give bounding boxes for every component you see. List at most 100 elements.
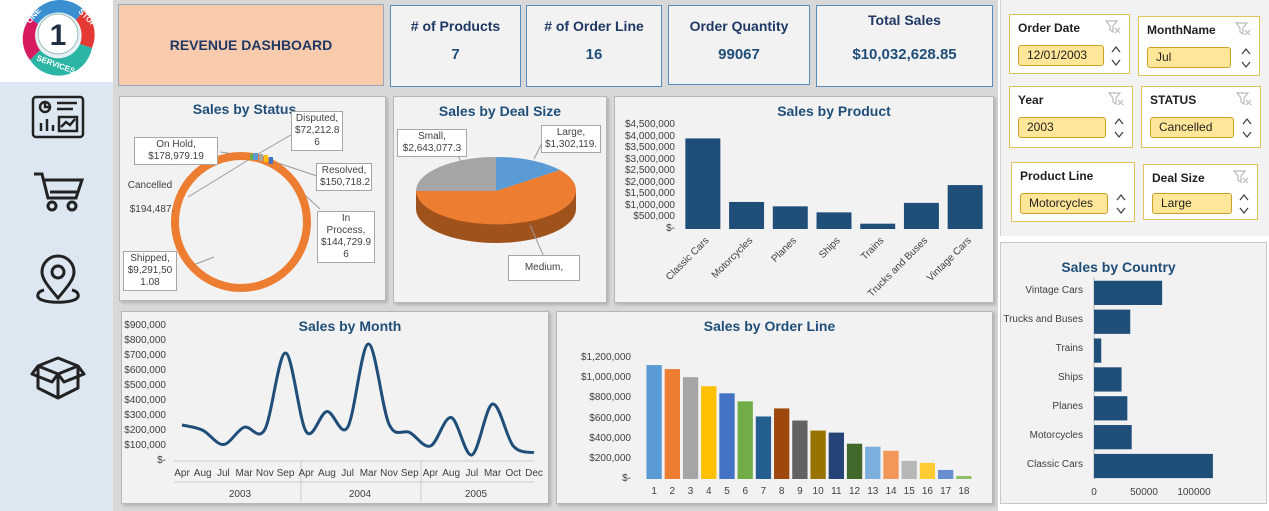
orderline-x-label: 11: [831, 486, 842, 497]
country-bar: [1094, 338, 1102, 363]
clear-filter-icon[interactable]: [1236, 92, 1252, 106]
month-y-tick: $600,000: [124, 365, 166, 376]
slicer-month-name[interactable]: MonthName Jul: [1138, 16, 1260, 76]
orderline-x-label: 9: [797, 486, 803, 497]
deal-chart-title: Sales by Deal Size: [438, 103, 562, 119]
location-icon[interactable]: [28, 254, 88, 305]
orderline-chart-title: Sales by Order Line: [703, 318, 836, 334]
slicer-product-line-value[interactable]: Motorcycles: [1020, 193, 1108, 214]
month-year-label: 2005: [464, 489, 488, 500]
dashboard-icon[interactable]: [28, 92, 88, 142]
slicer-month-name-value[interactable]: Jul: [1147, 47, 1231, 68]
status-chart-panel: Sales by Status Disputed, $72,212.8 6 On…: [119, 96, 386, 301]
slicer-year[interactable]: Year 2003: [1009, 86, 1133, 148]
slicer-scroll-icon[interactable]: [1240, 115, 1254, 141]
deal-slice-medium: [416, 170, 576, 225]
country-y-label: Motorcycles: [1029, 429, 1083, 441]
product-y-tick: $3,500,000: [624, 142, 675, 154]
orderline-bar: [664, 369, 680, 479]
slicer-deal-size-value[interactable]: Large: [1152, 193, 1232, 214]
status-label-resolved: Resolved, $150,718.2: [316, 163, 372, 191]
deal-label-large: Large, $1,302,119.: [541, 125, 601, 153]
orderline-x-label: 1: [651, 486, 657, 497]
country-bar: [1094, 453, 1213, 479]
slicer-year-value[interactable]: 2003: [1018, 117, 1106, 138]
kpi-products-value: 7: [451, 46, 460, 63]
month-x-label: Mar: [483, 468, 502, 479]
clear-filter-icon[interactable]: [1108, 92, 1124, 106]
month-y-tick: $800,000: [124, 335, 166, 346]
kpi-order-quantity-label: Order Quantity: [689, 18, 789, 34]
country-y-label: Trains: [1055, 343, 1083, 355]
slicer-order-date[interactable]: Order Date 12/01/2003: [1009, 14, 1130, 74]
status-slice-resolved: [269, 157, 273, 164]
status-label-in-process: In Process, $144,729.9 6: [317, 211, 375, 263]
month-x-label: Nov: [380, 468, 398, 479]
status-slice-on-hold: [250, 154, 253, 160]
country-chart-title: Sales by Country: [1061, 259, 1176, 275]
slicer-scroll-icon[interactable]: [1112, 115, 1126, 141]
orderline-bar: [719, 393, 735, 479]
orderline-bar: [737, 401, 753, 479]
orderline-bar: [828, 432, 844, 479]
status-label-cancelled-value: $194,487.: [129, 204, 175, 215]
status-label-shipped: Shipped, $9,291,50 1.08: [123, 251, 177, 291]
month-chart-title: Sales by Month: [298, 318, 402, 334]
filter-panel: Order Date 12/01/2003 MonthName Jul Year…: [1000, 0, 1269, 236]
logo-numeral: 1: [50, 19, 67, 52]
clear-filter-icon[interactable]: [1233, 170, 1249, 184]
logo: 1 ONE STOP SERVICES: [0, 0, 113, 82]
kpi-order-line-value: 16: [585, 46, 603, 63]
product-x-label: Ships: [817, 235, 842, 260]
orderline-bar: [701, 386, 717, 479]
month-chart-panel: Sales by Month $900,000 $800,000 $700,000 $…: [121, 311, 549, 504]
month-x-label: Nov: [255, 468, 274, 479]
cart-icon[interactable]: [28, 166, 88, 216]
product-bar: [729, 201, 765, 229]
slicer-deal-size[interactable]: Deal Size Large: [1143, 164, 1258, 220]
orderline-bar: [901, 460, 917, 479]
slicer-scroll-icon[interactable]: [1109, 43, 1123, 69]
month-x-label: Jul: [341, 468, 355, 479]
orderline-chart-panel: Sales by Order Line $1,200,000 $1,000,000…: [556, 311, 993, 504]
slicer-order-date-value[interactable]: 12/01/2003: [1018, 45, 1104, 66]
slicer-status[interactable]: STATUS Cancelled: [1141, 86, 1261, 148]
month-x-label: Aug: [193, 468, 212, 479]
orderline-x-label: 14: [885, 486, 897, 497]
orderline-bar: [810, 430, 826, 479]
slicer-year-label: Year: [1018, 93, 1044, 107]
box-icon[interactable]: [28, 352, 88, 402]
orderline-x-label: 10: [813, 486, 825, 497]
slicer-scroll-icon[interactable]: [1237, 191, 1251, 217]
month-y-tick: $100,000: [124, 440, 166, 451]
slicer-scroll-icon[interactable]: [1239, 45, 1253, 71]
orderline-bar: [919, 462, 936, 479]
slicer-product-line[interactable]: Product Line Motorcycles: [1011, 162, 1135, 222]
month-y-tick: $900,000: [124, 320, 166, 331]
status-chart-title: Sales by Status: [192, 101, 297, 117]
status-label-disputed: Disputed, $72,212.8 6: [291, 111, 343, 151]
country-y-label: Vintage Cars: [1025, 285, 1083, 297]
orderline-bar: [956, 475, 972, 479]
product-x-label: Motorcycles: [710, 235, 756, 281]
product-y-tick: $2,500,000: [624, 165, 675, 177]
product-bar: [860, 223, 896, 229]
orderline-y-tick: $200,000: [589, 452, 631, 464]
clear-filter-icon[interactable]: [1105, 20, 1121, 34]
month-x-label: Apr: [422, 468, 439, 479]
slicer-scroll-icon[interactable]: [1114, 191, 1128, 217]
orderline-y-tick: $1,000,000: [580, 372, 631, 384]
product-y-tick: $-: [666, 223, 675, 234]
country-y-label: Classic Cars: [1026, 458, 1083, 470]
month-x-label: Dec: [525, 468, 543, 479]
orderline-bar: [883, 450, 899, 479]
slicer-status-value[interactable]: Cancelled: [1150, 117, 1234, 138]
status-slice-disputed: [259, 154, 263, 161]
country-chart-svg: [1093, 277, 1213, 479]
orderline-bar: [755, 416, 772, 479]
month-x-label: Mar: [359, 468, 377, 479]
clear-filter-icon[interactable]: [1235, 22, 1251, 36]
status-chart-svg: [171, 131, 321, 292]
deal-slice-small: [416, 157, 496, 191]
month-y-tick: $300,000: [124, 410, 166, 421]
